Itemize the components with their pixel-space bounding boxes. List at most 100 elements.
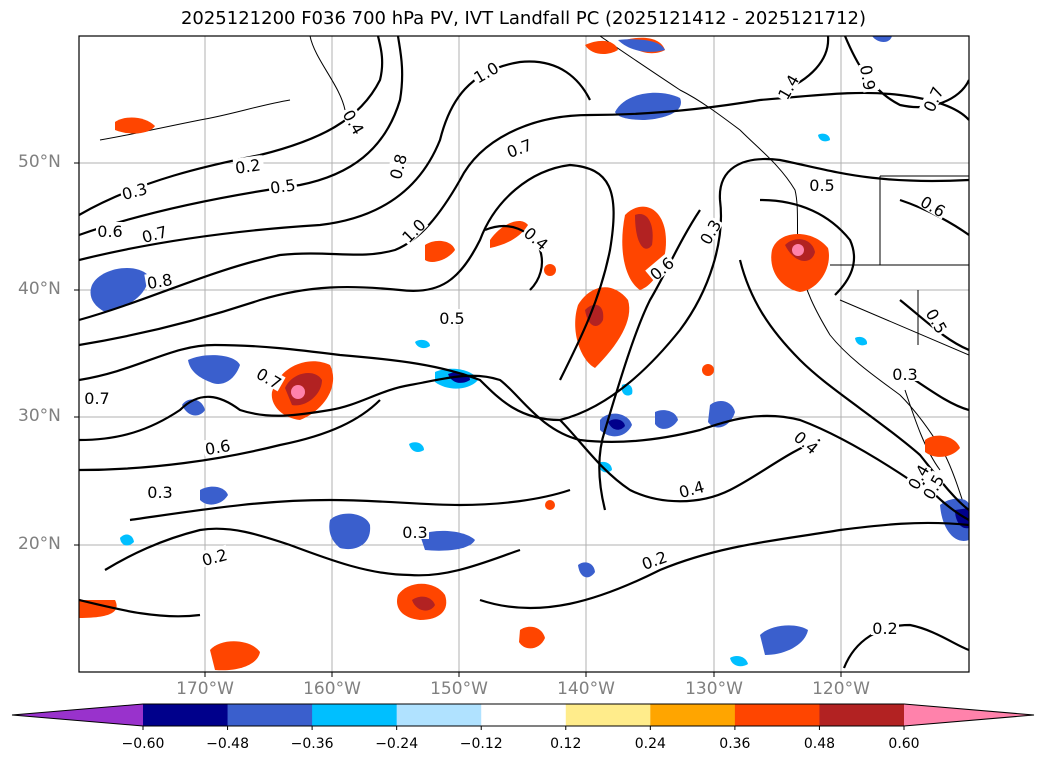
colorbar-tick-label: 0.36 [719,736,751,752]
contour-label: 0.2 [872,619,897,638]
contour-label: 0.6 [204,436,232,459]
contour-label-bg [521,222,553,253]
positive-anomaly [545,500,555,510]
colorbar-bin [227,704,313,726]
contour-label-bg [871,619,899,635]
contour-lines [79,36,969,669]
lon-label-130w: 130°W [685,679,743,699]
colorbar-bin [312,704,398,726]
axis-ticks [74,162,842,677]
colorbar-bin [650,704,736,726]
positive-anomaly [79,600,117,618]
contour-label-bg [401,523,429,539]
contour-label: 0.3 [402,523,427,542]
contour-label-bg [96,222,124,238]
negative-anomaly [655,410,678,429]
contour-label-bg [438,309,466,325]
lon-label-160w: 160°W [303,679,361,699]
contour-label-bg [791,426,823,457]
lon-label-170w: 170°W [176,679,234,699]
colorbar-bin [565,704,651,726]
contour-label-bg [385,150,409,182]
negative-anomaly [200,486,228,505]
contour-label-bg [144,269,175,291]
positive-anomaly [702,364,714,376]
contour-label-bg [858,62,880,93]
positive-anomaly [210,641,260,671]
colorbar-bin [143,704,229,726]
positive-anomaly [412,596,435,611]
contour-label-bg [198,544,230,568]
negative-anomaly [188,355,240,385]
contour-label: 0.5 [269,175,297,197]
contour-label: 0.2 [234,155,262,177]
contour-label-bg [469,57,502,86]
positive-anomaly [585,304,604,326]
contour-label: 0.6 [97,222,122,241]
contour-label-bg [267,175,298,195]
contour-label-bg [253,363,286,392]
contour-label: 0.7 [84,389,109,408]
contour-label-bg [638,546,670,572]
colorbar [11,703,1035,730]
contour-label-bg [903,460,932,493]
colorbar-tick-label: −0.24 [375,736,419,752]
contour-label-bg [695,215,724,248]
colorbar-tick-label: 0.48 [803,736,836,752]
contour-label-bg [202,435,233,457]
contour-label-bg [397,214,429,246]
map-area[interactable] [79,36,969,672]
lon-label-140w: 140°W [557,679,615,699]
contour-label: 0.5 [439,309,464,328]
shaded-anomalies [79,36,969,671]
negative-anomaly [578,562,595,578]
colorbar-bin [734,704,820,726]
lon-label-120w: 120°W [812,679,870,699]
lat-label-20: 20°N [18,534,61,554]
contour-label: 0.5 [809,176,834,195]
negative-anomaly [730,656,748,667]
positive-anomaly [771,233,829,292]
contour-label-bg [773,70,802,103]
lon-label-150w: 150°W [430,679,488,699]
negative-anomaly [818,133,830,142]
colorbar-tick-label: −0.12 [459,736,503,752]
positive-anomaly [792,244,804,256]
positive-anomaly [544,264,556,276]
positive-anomaly [635,214,653,249]
contour-label-bg [923,304,952,337]
positive-anomaly [585,40,618,55]
lat-label-40: 40°N [18,279,61,299]
contour-label: 0.3 [147,483,172,502]
colorbar-tick-label: −0.36 [290,736,334,752]
negative-anomaly [120,534,134,546]
contour-label: 0.3 [892,365,917,384]
contour-label-bg [675,476,707,500]
negative-anomaly [329,513,371,550]
contour-label-bg [503,134,535,160]
negative-anomaly [420,530,475,551]
contour-label-bg [919,82,946,115]
colorbar-tick-label: 0.24 [634,736,666,752]
negative-anomaly [608,419,625,430]
negative-anomaly [855,336,868,346]
contour-label: 0.8 [146,270,174,293]
positive-anomaly [925,435,960,457]
contour-label: 0.9 [856,64,879,92]
contour-label-bg [340,105,369,138]
contour-label-bg [918,470,947,503]
negative-anomaly [618,39,665,52]
positive-anomaly [519,626,545,649]
colorbar-tick-label: 0.60 [888,736,920,752]
negative-anomaly [872,36,892,42]
colorbar-tick-label: −0.48 [206,736,249,752]
negative-anomaly [409,442,424,452]
positive-anomaly [291,385,305,399]
contour-label-bg [645,252,677,283]
contour-label-bg [146,483,174,499]
contour-label-bg [118,178,150,202]
negative-anomaly [760,625,808,655]
colorbar-tick-label: −0.60 [121,736,165,752]
negative-anomaly [90,267,149,312]
map-frame [78,35,970,673]
